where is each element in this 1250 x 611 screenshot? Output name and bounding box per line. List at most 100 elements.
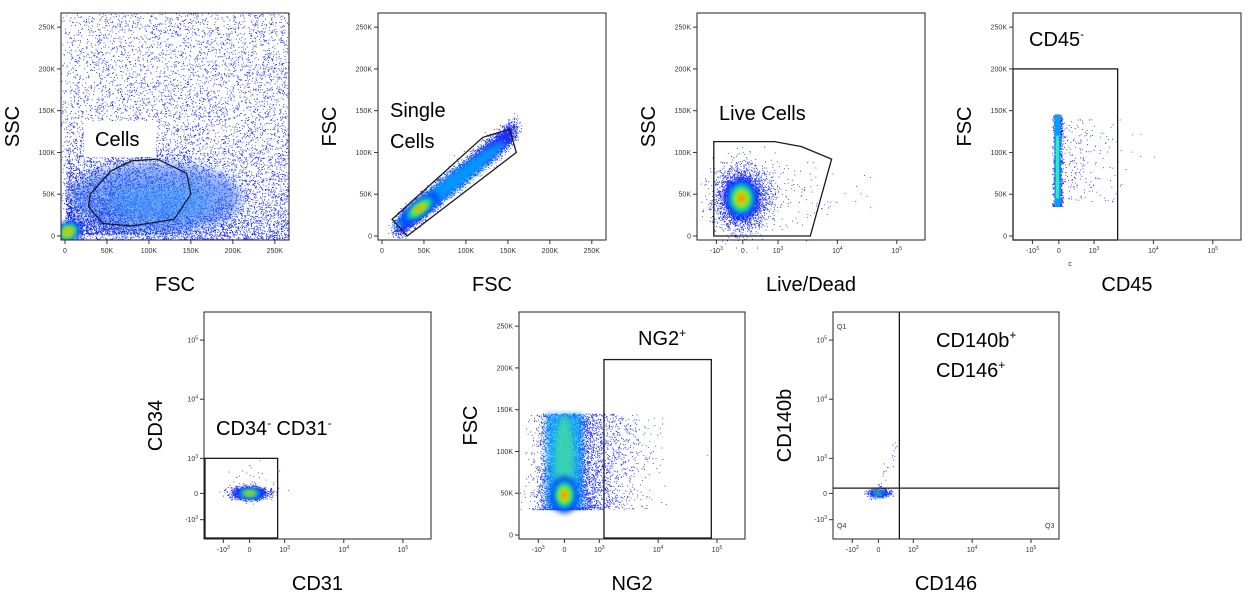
y-tick-label: 0 [509,533,513,540]
y-axis-label: CD140b [774,389,796,462]
density-contour [1055,135,1059,199]
x-tick-label: 104 [653,545,664,554]
x-tick-label: 250K [267,248,284,255]
x-tick-label: 0 [63,248,67,255]
live-cells-gate[interactable] [713,140,833,237]
y-axis-label: CD34 [145,400,167,451]
y-tick-label: 105 [187,336,198,345]
y-tick-label: 200K [991,66,1008,73]
panel-cd34-cd31: CD34- CD31- -103 0 103 104 105 -103 0 103 104 105… [145,311,432,595]
y-tick-label: 250K [39,25,56,32]
y-tick-label: 200K [356,66,373,73]
x-tick-label: 50K [101,248,114,255]
x-tick-label: 0 [1057,248,1061,255]
event-dots [578,413,708,511]
y-tick-label: -103 [814,515,827,524]
cells-gate[interactable] [87,158,192,227]
x-tick-label: 0 [876,547,880,554]
axis-annotation: c [1068,261,1072,268]
y-tick-label: 250K [991,25,1008,32]
x-tick-label: 103 [279,545,290,554]
x-tick-label: 250K [584,248,601,255]
x-tick-label: 105 [892,246,903,255]
y-tick-label: 50K [995,192,1008,199]
y-tick-label: -103 [185,515,198,524]
density-contour [65,230,71,234]
y-axis-label: FSC [954,107,976,147]
cd34-cd31-gate[interactable] [204,457,279,539]
x-tick-label: 0 [248,547,252,554]
x-axis-label: CD45 [1101,274,1152,296]
plot-frame [60,12,290,241]
y-tick-label: 50K [360,192,373,199]
y-tick-label: 0 [1003,234,1007,241]
x-tick-label: -103 [710,246,723,255]
x-tick-label: 103 [908,545,919,554]
plot-frame [518,311,746,540]
x-axis-label: FSC [155,274,195,296]
panel-cd140b-cd146: Q1 Q3 Q4 CD140b+ CD146+ -103 0 103 104 105 -103 0… [774,311,1060,595]
y-axis-label: FSC [460,406,482,446]
event-dots [877,439,901,492]
y-tick-label: 250K [675,25,692,32]
plot-frame [1012,12,1242,241]
y-tick-label: 150K [497,407,514,414]
plot-area [61,13,289,240]
y-tick-label: 100K [991,150,1008,157]
single-cells-gate[interactable] [391,128,518,237]
x-tick-label: 150K [183,248,200,255]
quadrant-label-q1: Q1 [837,324,846,331]
cd146-pos-label: CD146+ [936,358,1005,382]
x-axis-label: CD146 [915,573,977,595]
event-dots [219,457,281,494]
y-tick-label: 0 [823,491,827,498]
x-axis-label: CD31 [292,573,343,595]
density-contour [562,491,567,498]
y-tick-label: 100K [675,150,692,157]
cd140b-pos-label: CD140b+ [936,328,1016,352]
density-contour [247,492,252,495]
quadrant-label-q3: Q3 [1045,523,1054,530]
x-tick-label: 104 [967,545,978,554]
x-tick-label: 105 [398,545,409,554]
cd34-cd31-gate-label: CD34- CD31- [216,416,332,440]
y-tick-label: 250K [497,324,514,331]
y-tick-label: 100K [39,150,56,157]
x-tick-label: 105 [1208,246,1219,255]
y-tick-label: 104 [816,395,827,404]
x-tick-label: 105 [712,545,723,554]
y-tick-label: 150K [675,108,692,115]
panel-ng2-pos: NG2+ -103 0 103 104 105 0 50K 100K 150K 200K 250K N… [460,311,746,595]
cd45-neg-gate-label: CD45- [1029,27,1084,51]
density-contour [876,492,881,494]
x-tick-label: 0 [562,547,566,554]
ng2-pos-gate[interactable] [603,358,712,539]
y-tick-label: 0 [368,234,372,241]
x-tick-label: 200K [542,248,559,255]
density-contour [111,185,211,221]
panel-single-cells: Single Cells 0 50K 100K 150K 200K 250K 0 50K 100K 1… [319,12,607,296]
single-cells-gate-label-line2: Cells [390,131,434,153]
y-axis-label: SSC [2,106,24,147]
quadrant-label-q4: Q4 [837,523,846,530]
x-tick-label: 103 [1089,246,1100,255]
event-dots [1061,119,1155,203]
x-tick-label: 104 [832,246,843,255]
y-tick-label: 105 [816,336,827,345]
x-tick-label: -103 [846,545,859,554]
y-tick-label: 200K [497,365,514,372]
x-axis-label: Live/Dead [766,274,856,296]
y-axis-label: FSC [319,107,341,147]
x-tick-label: 103 [773,246,784,255]
x-axis-label: NG2 [611,573,652,595]
y-tick-label: 150K [356,108,373,115]
y-tick-label: 104 [187,395,198,404]
x-tick-label: 200K [225,248,242,255]
panel-cd45-neg: CD45- -103 0 103 104 105 0 50K 100K 150K 200K 250K… [954,12,1242,296]
cd45-neg-gate[interactable] [1012,68,1119,241]
plot-frame [696,12,926,241]
plot-frame [377,12,607,241]
panel-cells: Cells 0 50K 100K 150K 200K 250K 0 50K 100K 150K 200… [2,12,290,296]
event-dots [761,146,872,242]
